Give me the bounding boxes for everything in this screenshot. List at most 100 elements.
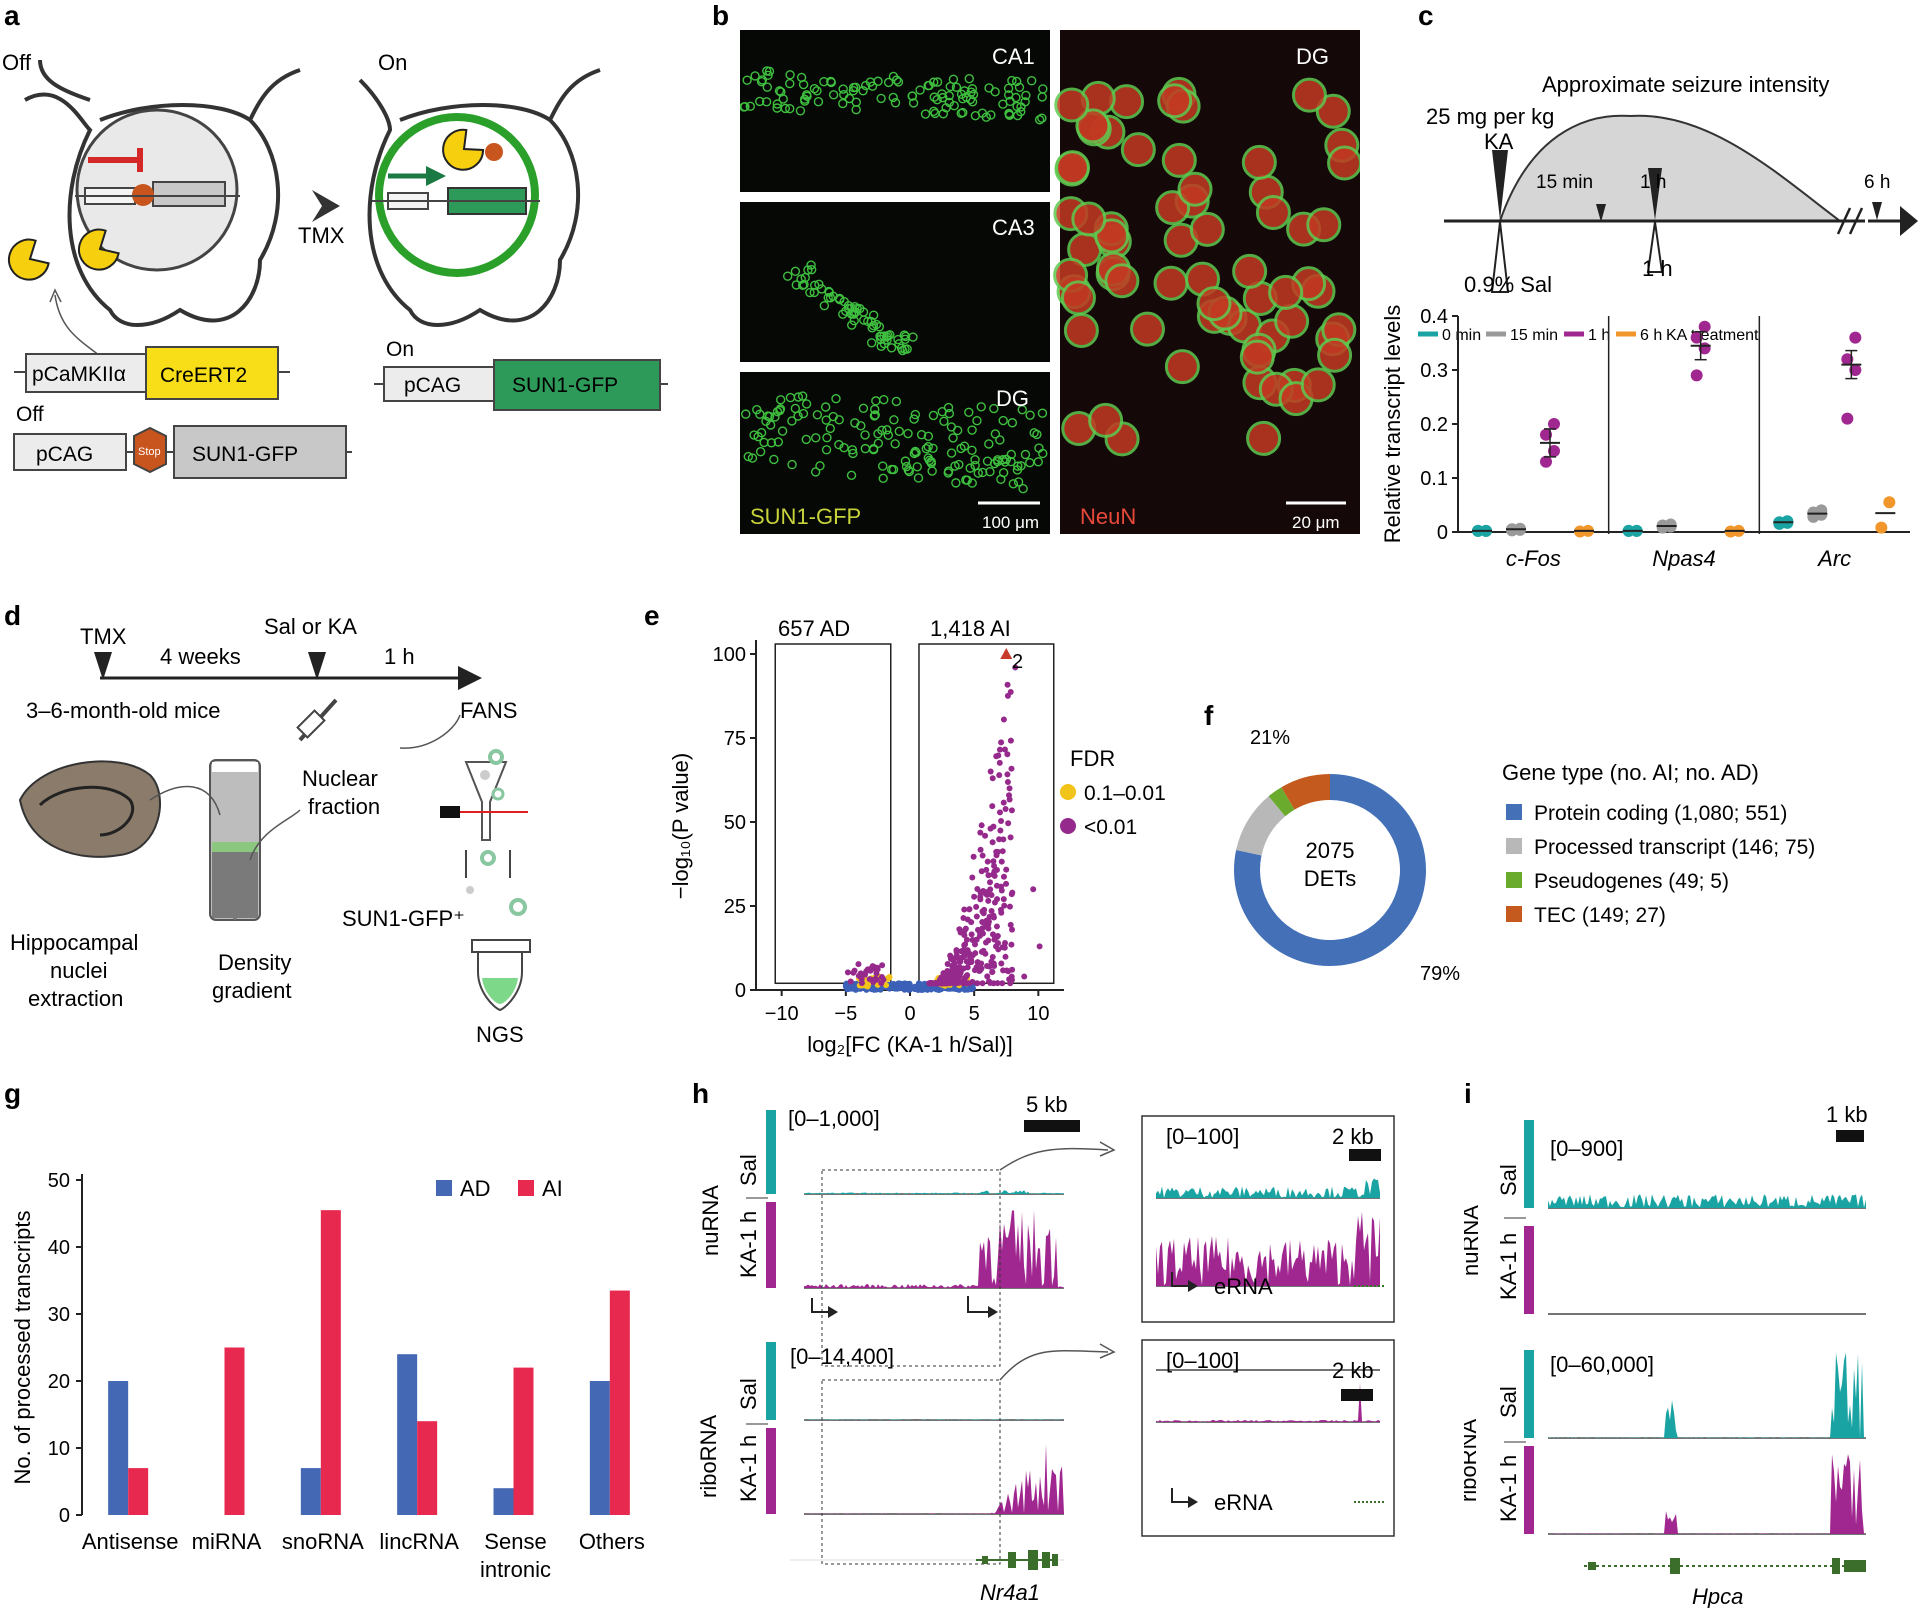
- e-point: [968, 919, 975, 926]
- e-point: [973, 913, 980, 920]
- dg-cell: [870, 410, 880, 420]
- ca1-cell: [799, 94, 810, 104]
- c-chart: 0 0.1 0.2 0.3 0.4 Relative transcript levels c…: [1380, 305, 1910, 571]
- dg-cell: [878, 461, 888, 471]
- dg-cell: [846, 470, 857, 480]
- ca1-cell: [772, 99, 783, 109]
- c-title: Approximate seizure intensity: [1542, 72, 1829, 97]
- e-point: [1004, 681, 1011, 688]
- e-point: [971, 893, 978, 900]
- ca1-cell: [964, 73, 974, 84]
- e-y-tick-label: 25: [724, 896, 746, 918]
- ca1-cell: [893, 77, 904, 87]
- c-point: [1548, 445, 1560, 457]
- e-point: [845, 985, 852, 992]
- e-point: [969, 978, 976, 985]
- dg-cell: [965, 463, 975, 473]
- e-point: [989, 775, 996, 782]
- ca3-cell: [790, 266, 801, 277]
- dg-cell: [989, 403, 999, 414]
- e-point: [1003, 880, 1010, 887]
- dg-neuron: [1157, 83, 1193, 119]
- ca1-cell: [851, 104, 861, 115]
- dg-cell: [777, 426, 788, 436]
- g-category-label: miRNA: [192, 1529, 262, 1554]
- panel-label-i: i: [1464, 1078, 1472, 1109]
- dg-cell: [793, 392, 804, 402]
- d-oneh: 1 h: [384, 644, 415, 669]
- e-point: [1007, 689, 1014, 696]
- dg-cell: [903, 428, 913, 439]
- c-t15: 15 min: [1536, 172, 1593, 193]
- dg-cell: [959, 441, 970, 451]
- e-point: [880, 976, 887, 983]
- ca1-cell: [1011, 76, 1022, 87]
- i-track-sal: [1548, 1194, 1866, 1208]
- dg-cell: [815, 461, 825, 471]
- g-category-label: Sense: [484, 1529, 546, 1554]
- b-ca3-label: CA3: [992, 215, 1035, 240]
- dg-cell: [1013, 477, 1024, 487]
- dg-neuron: [1291, 77, 1327, 113]
- g-category-label: snoRNA: [282, 1529, 364, 1554]
- c-y-axis-label: Relative transcript levels: [1380, 305, 1405, 543]
- e-point: [989, 803, 996, 810]
- dg-neuron: [1196, 286, 1232, 322]
- dg-cell: [763, 411, 773, 421]
- e-point: [979, 908, 986, 915]
- i-range1: [0–900]: [1550, 1136, 1623, 1161]
- dg-neuron: [1232, 253, 1268, 289]
- ca1-cell: [907, 91, 918, 101]
- c-point: [1875, 521, 1888, 534]
- h-inset-ka: [1156, 1211, 1380, 1286]
- h-riborna: riboRNA: [696, 1415, 721, 1498]
- e-point: [993, 848, 1000, 855]
- c-dose: 25 mg per kg: [1426, 104, 1554, 129]
- e-point: [983, 866, 990, 873]
- e-point: [953, 977, 960, 984]
- i-gene: Hpca: [1692, 1584, 1743, 1608]
- e-y-tick-label: 100: [713, 644, 746, 666]
- ca1-cell: [890, 98, 901, 108]
- b-ca1-label: CA1: [992, 44, 1035, 69]
- e-point: [961, 942, 968, 949]
- ca1-cell: [968, 89, 979, 100]
- dg-cell: [759, 437, 769, 448]
- dg-cell: [847, 445, 858, 455]
- dg-cell: [1025, 457, 1035, 468]
- i-track-ribo-sal: [1548, 1352, 1866, 1438]
- ca1-cell: [813, 97, 824, 107]
- ca1-cell: [745, 101, 755, 112]
- ca3-cell: [858, 307, 869, 317]
- e-offscale-marker: [1000, 648, 1013, 659]
- i-kah2: KA-1 h: [1496, 1455, 1521, 1522]
- dg-cell: [793, 411, 803, 421]
- ca1-cell: [876, 93, 886, 104]
- d-tmx: TMX: [80, 624, 127, 649]
- ca1-cell: [929, 106, 939, 117]
- dg-cell: [1020, 449, 1031, 460]
- e-point: [973, 936, 980, 943]
- e-chart: 0 25 50 75 100 −10 −5 0 5 10 −log₁₀(P value) log₂[F…: [668, 640, 1064, 1057]
- b-cell-dots: [740, 66, 1360, 494]
- e-point: [951, 971, 958, 978]
- dg-cell: [775, 405, 785, 416]
- dg-cell: [900, 456, 911, 466]
- e-point: [996, 759, 1003, 766]
- e-point: [993, 753, 1000, 760]
- e-point: [1000, 967, 1007, 974]
- dg-cell: [1025, 410, 1035, 420]
- f-legend-label: Processed transcript (146; 75): [1534, 836, 1815, 859]
- ca1-cell: [915, 85, 925, 95]
- e-point: [1000, 836, 1007, 843]
- e-point: [962, 974, 969, 981]
- ca1-cell: [937, 89, 947, 99]
- e-point: [1002, 806, 1009, 813]
- dg-neuron: [1327, 145, 1360, 181]
- f-title: Gene type (no. AI; no. AD): [1502, 760, 1759, 785]
- e-point: [957, 970, 964, 977]
- b-scale1-label: 100 μm: [982, 513, 1039, 532]
- e-point: [919, 981, 926, 988]
- ca1-cell: [764, 66, 775, 77]
- g-bar: [108, 1381, 129, 1515]
